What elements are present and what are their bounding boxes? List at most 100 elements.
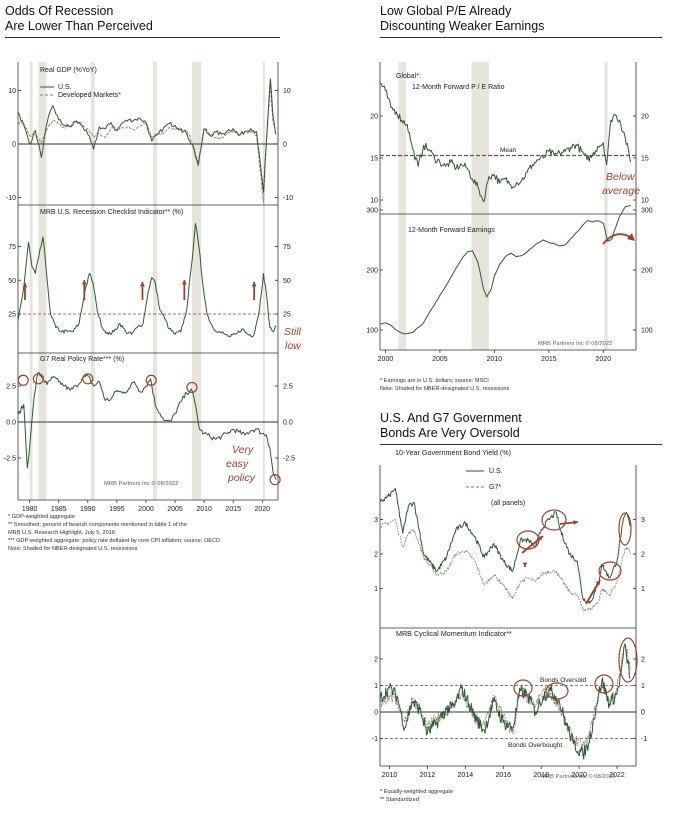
arrow-3-head (181, 280, 187, 285)
arrow-2-head (140, 282, 145, 287)
pe-tick-label: 10 (370, 198, 378, 205)
highlight-circle (82, 373, 94, 385)
credit-label: MRB Partners Inc © 08/2022 (538, 340, 612, 347)
yield-panel-label: 10-Year Government Bond Yield (%) (395, 448, 511, 457)
pe-chart-title: Low Global P/E Already Discounting Weake… (380, 4, 662, 38)
recession-title-line-2: Are Lower Than Perceived (5, 19, 153, 33)
highlight-circle (145, 374, 157, 386)
momentum-circle (545, 682, 569, 700)
footnote: * GDP-weighted aggregate (8, 514, 75, 520)
x-tick-label: 2016 (495, 772, 511, 779)
still-low-annotation: Still (284, 326, 302, 338)
gdp-tick-label: 10 (8, 88, 16, 95)
title-rule (5, 37, 280, 38)
x-tick-label: 2018 (533, 772, 549, 779)
gdp-tick-label: 0 (283, 142, 287, 149)
x-tick-label: 2015 (225, 506, 241, 513)
yield-tick-label: 3 (374, 517, 378, 524)
momentum-circle (513, 679, 533, 697)
yield-tick-label: 2 (374, 552, 378, 559)
footnote: Note: Shaded for NBER-designated U.S. re… (380, 386, 510, 392)
x-tick-label: 1995 (109, 506, 125, 513)
pe-panel-label: 12-Month Forward P / E Ratio (412, 84, 505, 91)
arrow-0-head (22, 283, 28, 288)
momentum-tick-label: 1 (374, 683, 378, 690)
yield-arrow (585, 579, 601, 605)
pe-tick-label: 15 (370, 156, 378, 163)
recession-shade (38, 62, 47, 500)
earnings-series (379, 204, 631, 335)
yield-arrow-dummy-head (522, 562, 528, 567)
credit-label: MRB Partners Inc © 08/2022 (541, 773, 615, 780)
arrow-4-head (251, 282, 257, 287)
checklist-tick-label: 50 (8, 278, 16, 285)
policy-tick-label: 0.0 (6, 420, 16, 427)
bonds-title-line-2: Bonds Are Very Oversold (380, 426, 520, 440)
earnings-panel-label: 12-Month Forward Earnings (408, 227, 495, 234)
momentum-circle (594, 674, 614, 694)
mean-label: Mean (500, 147, 517, 154)
yield-circle (618, 512, 632, 546)
gdp-panel-label: Real GDP (%YoY) (40, 67, 97, 74)
momentum-panel-label: MRB Cyclical Momentum Indicator** (396, 629, 512, 638)
earnings-curve-arrow-head (627, 233, 635, 241)
checklist-tick-label: 75 (8, 244, 16, 251)
x-tick-label: 2010 (196, 506, 212, 513)
policy-annotation: easy (226, 458, 249, 470)
below-average-annotation: average (602, 185, 640, 197)
title-rule (380, 444, 662, 445)
credit-label: MRB Partners Inc © 08/2022 (104, 480, 178, 487)
footnote: ** Standardized (380, 797, 419, 803)
recession-title-line-1: Odds Of Recession (5, 4, 114, 18)
highlight-circle (269, 474, 281, 486)
policy-annotation: policy (227, 472, 256, 484)
footnote: * Equally-weighted aggregate (380, 789, 454, 795)
title-rule (380, 37, 662, 38)
yield-circle (598, 561, 622, 581)
legend-dm-label: Developed Markets* (58, 92, 121, 99)
bonds-title-line-1: U.S. And G7 Government (380, 411, 522, 425)
still-low-annotation: low (285, 340, 302, 352)
x-tick-label: 2020 (255, 506, 271, 513)
earnings-tick-label: 300 (366, 208, 378, 215)
highlight-circle (32, 373, 44, 385)
g7-yield-series (379, 519, 631, 612)
checklist-tick-label: 25 (8, 312, 16, 319)
policy-tick-label: 2.5 (6, 384, 16, 391)
momentum-tick-label: 0 (641, 710, 645, 717)
legend-us-label: U.S. (58, 84, 72, 91)
footnote: *** GDP-weighted aggregate; policy rate … (8, 538, 221, 544)
x-tick-label: 2000 (138, 506, 154, 513)
pe-tick-label: 20 (641, 114, 649, 121)
legend-all-panels-label: (all panels) (491, 500, 525, 507)
recession-shade (29, 62, 33, 500)
x-tick-label: 2000 (378, 356, 394, 363)
earnings-tick-label: 200 (366, 268, 378, 275)
g7-momentum-series (379, 642, 631, 751)
x-tick-label: 2015 (541, 356, 557, 363)
pe-title-line-1: Low Global P/E Already (380, 4, 512, 18)
momentum-circle (618, 637, 638, 683)
footnote: * Earnings are in U.S. dollars; source: … (380, 378, 489, 384)
recession-shade (604, 62, 608, 350)
momentum-tick-label: 0 (374, 710, 378, 717)
gdp-tick-label: 10 (283, 88, 291, 95)
momentum-tick-label: -1 (372, 736, 378, 743)
policy-tick-label: 2.5 (283, 384, 293, 391)
pe-ratio-series (379, 82, 632, 203)
x-tick-label: 1990 (80, 506, 96, 513)
momentum-tick-label: 2 (374, 657, 378, 664)
earnings-tick-label: 200 (641, 268, 653, 275)
pe-tick-label: 15 (641, 156, 649, 163)
momentum-tick-label: 2 (641, 657, 645, 664)
pe-title-line-2: Discounting Weaker Earnings (380, 19, 545, 33)
yield-tick-label: 3 (641, 517, 645, 524)
yield-tick-label: 2 (641, 552, 645, 559)
legend-us-label: U.S. (489, 468, 503, 475)
recession-shade (398, 62, 407, 350)
highlight-circle (17, 374, 29, 386)
yield-circle (516, 530, 540, 550)
earnings-tick-label: 100 (366, 328, 378, 335)
yield-tick-label: 1 (641, 586, 645, 593)
footnote: MRB U.S. Research Highlight, July 5, 201… (8, 530, 115, 536)
